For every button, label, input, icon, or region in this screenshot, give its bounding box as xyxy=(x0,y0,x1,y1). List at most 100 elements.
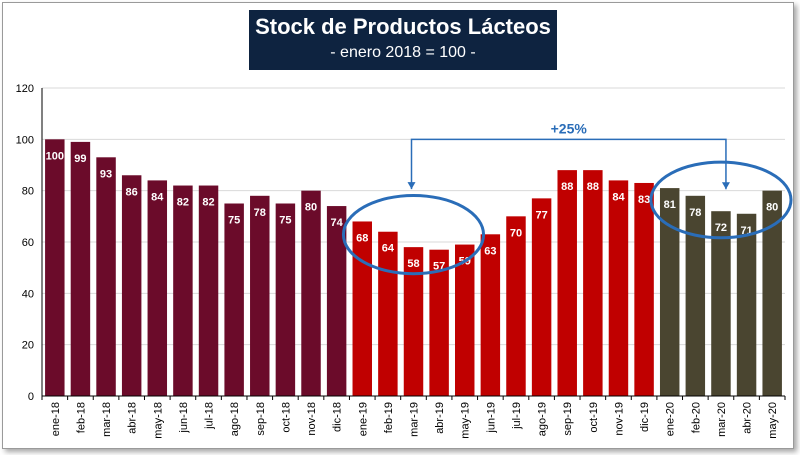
data-label: 93 xyxy=(100,168,112,180)
data-label: 83 xyxy=(638,194,650,206)
bar xyxy=(455,244,475,396)
x-tick-label: mar-18 xyxy=(101,402,113,437)
x-tick-label: ene-20 xyxy=(665,402,677,436)
x-tick-label: oct-19 xyxy=(588,402,600,433)
data-label: 80 xyxy=(766,202,778,214)
y-tick-label: 80 xyxy=(22,186,34,198)
annotation: +25% xyxy=(341,120,793,276)
data-label: 80 xyxy=(305,202,317,214)
x-tick-label: oct-18 xyxy=(280,402,292,433)
bar xyxy=(736,213,757,396)
y-tick-label: 20 xyxy=(22,340,34,352)
chart-subtitle: - enero 2018 = 100 - xyxy=(330,44,476,61)
x-tick-label: dic-19 xyxy=(639,402,651,432)
x-tick-label: feb-20 xyxy=(690,402,702,433)
data-label: 99 xyxy=(74,153,86,165)
x-tick-label: may-19 xyxy=(460,402,472,439)
data-label: 63 xyxy=(484,245,496,257)
x-tick-label: ene-18 xyxy=(50,402,62,436)
bar xyxy=(608,180,629,396)
bar xyxy=(173,185,193,396)
data-label: 75 xyxy=(279,215,291,227)
y-tick-label: 100 xyxy=(16,134,34,146)
data-label: 78 xyxy=(254,207,266,219)
x-tick-label: ago-18 xyxy=(229,402,241,436)
bracket-line xyxy=(410,138,727,190)
x-tick-label: ene-19 xyxy=(357,402,369,436)
bar xyxy=(301,190,321,396)
x-tick-label: jul-19 xyxy=(511,402,523,430)
data-label: 84 xyxy=(612,191,625,203)
bar xyxy=(326,206,347,396)
bar xyxy=(224,203,244,396)
x-tick-label: may-18 xyxy=(152,402,164,439)
x-tick-label: mar-19 xyxy=(409,402,421,437)
bar xyxy=(378,231,398,396)
y-tick-label: 120 xyxy=(16,83,34,95)
chart-title-box: Stock de Productos Lácteos - enero 2018 … xyxy=(249,10,557,70)
y-tick-label: 40 xyxy=(22,288,34,300)
data-label: 70 xyxy=(510,227,522,239)
x-tick-label: feb-19 xyxy=(383,402,395,433)
x-tick-label: sep-19 xyxy=(562,402,574,436)
x-tick-label: abr-18 xyxy=(127,402,139,434)
x-tick-label: mar-20 xyxy=(716,402,728,437)
data-label: 81 xyxy=(664,199,676,211)
bar xyxy=(506,216,526,396)
arrow-head xyxy=(407,182,416,190)
x-tick-label: jun-18 xyxy=(178,402,190,434)
data-label: 68 xyxy=(356,232,368,244)
data-label: 100 xyxy=(46,150,64,162)
data-label: 82 xyxy=(202,197,214,209)
y-tick-label: 0 xyxy=(28,391,34,403)
bar xyxy=(557,170,577,396)
bar xyxy=(45,139,65,397)
bar xyxy=(711,211,731,396)
data-label: 74 xyxy=(331,217,344,229)
bar xyxy=(121,175,142,396)
x-tick-label: jul-18 xyxy=(204,402,216,430)
bar xyxy=(429,249,449,396)
bar xyxy=(762,190,782,396)
data-label: 75 xyxy=(228,215,240,227)
x-tick-label: feb-18 xyxy=(75,402,87,433)
bar xyxy=(96,157,116,396)
bar xyxy=(634,182,654,396)
axes: 0 20 40 60 80 100 120 ene-18 feb-18 mar-18 abr-18 m… xyxy=(16,83,786,439)
annotation-label: +25% xyxy=(551,120,588,136)
arrow-head xyxy=(721,182,730,190)
x-tick-label: nov-19 xyxy=(613,402,625,436)
bar xyxy=(403,247,424,396)
bar xyxy=(685,195,706,396)
data-label: 88 xyxy=(587,181,599,193)
bar xyxy=(250,195,270,396)
x-tick-label: sep-18 xyxy=(255,402,267,436)
data-label: 86 xyxy=(126,186,138,198)
x-tick-label: dic-18 xyxy=(332,402,344,432)
bar xyxy=(531,198,552,396)
bar xyxy=(659,188,680,396)
data-label: 77 xyxy=(535,209,547,221)
bar xyxy=(352,221,372,396)
y-tick-label: 60 xyxy=(22,237,34,249)
data-label: 64 xyxy=(382,243,395,255)
data-label: 72 xyxy=(715,222,727,234)
x-tick-label: abr-19 xyxy=(434,402,446,434)
data-label: 82 xyxy=(177,197,189,209)
bar xyxy=(70,141,91,396)
data-label: 78 xyxy=(689,207,701,219)
x-tick-label: jun-19 xyxy=(485,402,497,434)
x-tick-label: abr-20 xyxy=(742,402,754,434)
x-tick-label: nov-18 xyxy=(306,402,318,436)
bar xyxy=(480,234,501,396)
highlight-ellipse xyxy=(649,160,793,240)
bar xyxy=(275,203,296,396)
bar xyxy=(583,170,603,396)
data-label: 58 xyxy=(407,258,419,270)
x-tick-label: may-20 xyxy=(767,402,779,439)
chart-title: Stock de Productos Lácteos xyxy=(255,14,551,39)
x-tick-label: ago-19 xyxy=(537,402,549,436)
data-label: 84 xyxy=(151,191,164,203)
